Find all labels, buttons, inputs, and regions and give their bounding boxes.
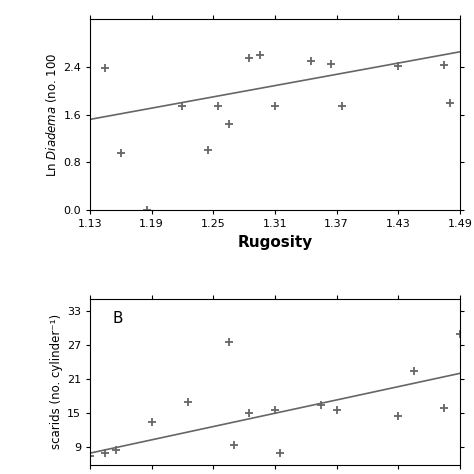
Y-axis label: scarids (no. cylinder⁻¹): scarids (no. cylinder⁻¹) <box>50 314 63 449</box>
X-axis label: Rugosity: Rugosity <box>237 235 312 250</box>
Y-axis label: Ln $\it{Diadema}$ (no. 100: Ln $\it{Diadema}$ (no. 100 <box>44 52 59 177</box>
Text: B: B <box>112 311 123 326</box>
